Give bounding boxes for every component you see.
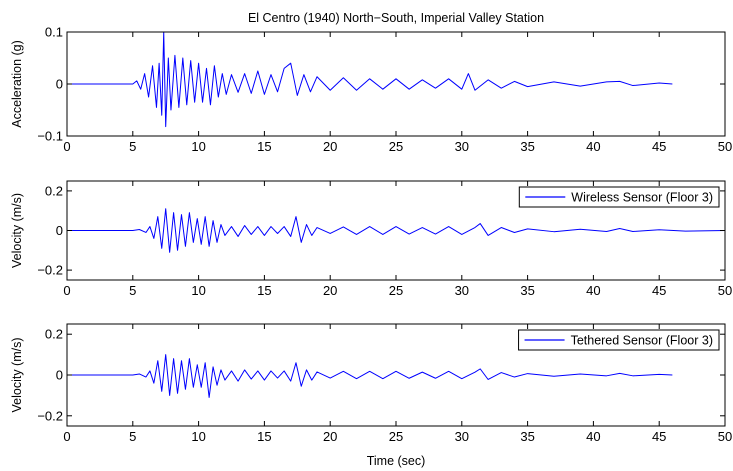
chart-title: El Centro (1940) North−South, Imperial V… [248,11,544,25]
legend-label: Tethered Sensor (Floor 3) [571,334,713,348]
x-tick-label: 30 [455,283,469,298]
y-tick-label: 0 [56,368,63,383]
series-line [67,32,673,128]
y-axis-label: Velocity (m/s) [10,193,24,268]
x-tick-label: 5 [129,429,136,444]
y-axis-label: Acceleration (g) [10,40,24,128]
legend-label: Wireless Sensor (Floor 3) [571,191,713,205]
x-tick-label: 50 [718,429,732,444]
x-tick-label: 45 [652,429,666,444]
y-tick-label: 0 [56,223,63,238]
y-tick-label: −0.2 [37,263,63,278]
x-tick-label: 25 [389,429,403,444]
x-tick-label: 40 [586,139,600,154]
legend-box [518,329,720,351]
x-tick-label: 0 [63,283,70,298]
y-tick-label: −0.1 [37,129,63,144]
acceleration-panel: 0 5 10 15 20 25 30 35 40 45 50−0.100.1Acceleration… [10,25,732,155]
x-axis-label: Time (sec) [367,454,426,468]
y-tick-label: −0.2 [37,408,63,423]
x-tick-label: 45 [652,283,666,298]
x-tick-label: 10 [191,429,205,444]
x-tick-label: 40 [586,283,600,298]
x-tick-label: 5 [129,283,136,298]
y-axis-label: Velocity (m/s) [10,337,24,412]
x-tick-label: 10 [191,283,205,298]
x-tick-label: 10 [191,139,205,154]
x-tick-label: 15 [257,283,271,298]
x-tick-label: 35 [520,283,534,298]
x-tick-label: 15 [257,429,271,444]
x-tick-label: 45 [652,139,666,154]
x-tick-label: 5 [129,139,136,154]
legend-box [518,186,720,208]
x-tick-label: 50 [718,139,732,154]
x-tick-label: 0 [63,429,70,444]
legend: Tethered Sensor (Floor 3) [518,329,720,351]
y-tick-label: 0 [56,77,63,92]
x-tick-label: 50 [718,283,732,298]
x-tick-label: 25 [389,283,403,298]
x-tick-label: 0 [63,139,70,154]
series-line [67,208,725,253]
series-line [67,354,673,398]
x-tick-label: 25 [389,139,403,154]
x-tick-label: 35 [520,429,534,444]
x-tick-label: 20 [323,283,337,298]
y-tick-label: 0.2 [45,183,63,198]
x-tick-label: 40 [586,429,600,444]
x-tick-label: 30 [455,139,469,154]
x-tick-label: 20 [323,139,337,154]
x-tick-label: 20 [323,429,337,444]
y-tick-label: 0.1 [45,25,63,40]
x-tick-label: 15 [257,139,271,154]
x-tick-label: 30 [455,429,469,444]
x-tick-label: 35 [520,139,534,154]
legend: Wireless Sensor (Floor 3) [518,186,720,208]
y-tick-label: 0.2 [45,327,63,342]
